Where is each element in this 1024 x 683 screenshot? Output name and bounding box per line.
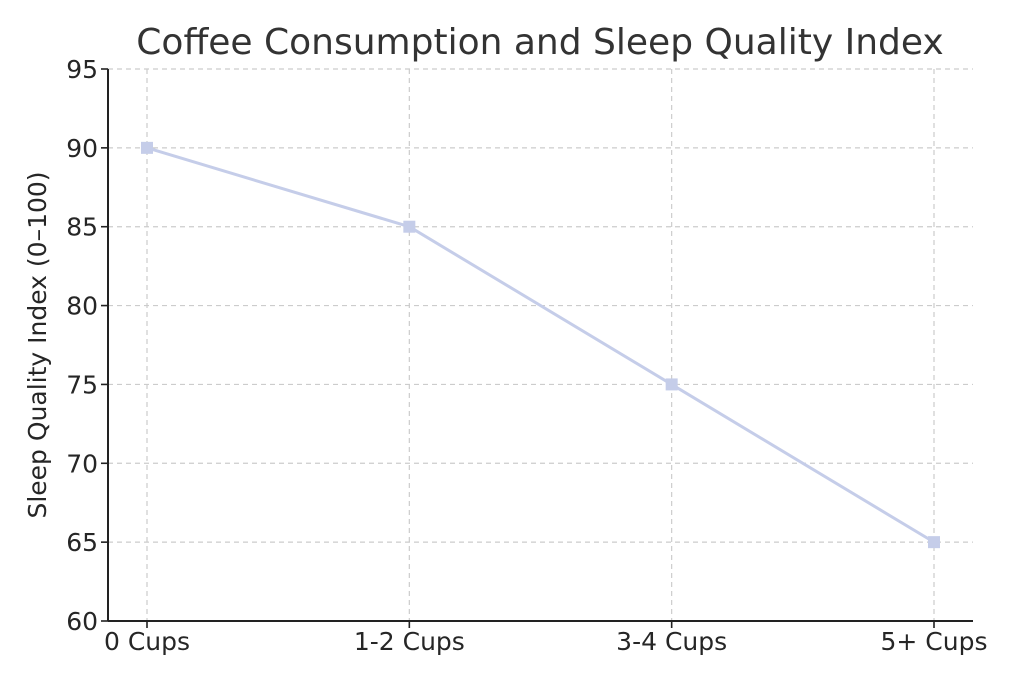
y-tick-label: 70 <box>66 449 98 478</box>
x-tick-labels: 0 Cups 1-2 Cups 3-4 Cups 5+ Cups <box>104 627 988 656</box>
x-tick-label: 0 Cups <box>104 627 190 656</box>
y-tick-label: 60 <box>66 607 98 636</box>
y-tick-label: 75 <box>66 370 98 399</box>
x-tick-label: 1-2 Cups <box>354 627 465 656</box>
grid-lines <box>108 68 973 621</box>
x-tick-label: 3-4 Cups <box>616 627 727 656</box>
chart-title: Coffee Consumption and Sleep Quality Ind… <box>136 22 943 63</box>
x-tick-label: 5+ Cups <box>881 627 988 656</box>
y-tick-label: 65 <box>66 528 98 557</box>
y-tick-label: 85 <box>66 213 98 242</box>
data-point-marker <box>665 378 678 391</box>
data-point-marker <box>403 220 416 233</box>
data-point-marker <box>141 141 153 154</box>
y-tick-label: 80 <box>66 292 98 321</box>
data-series <box>141 141 940 549</box>
data-point-marker <box>928 536 940 549</box>
y-tick-label: 90 <box>66 134 98 163</box>
y-tick-label: 95 <box>66 55 98 84</box>
axes <box>101 68 973 628</box>
series-line <box>145 146 936 544</box>
y-tick-labels: 60 65 70 75 80 85 90 95 <box>66 55 98 636</box>
y-axis-label: Sleep Quality Index (0–100) <box>23 171 52 518</box>
